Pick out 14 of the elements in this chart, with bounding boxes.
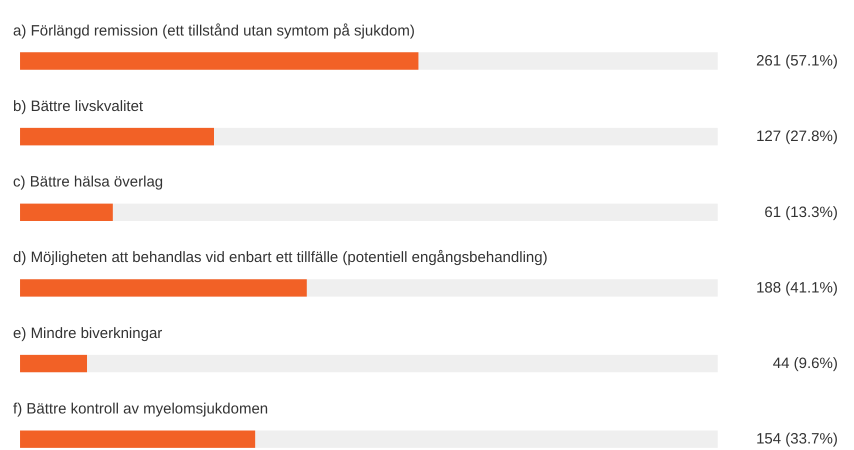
- y-tick-label: d) Möjligheten att behandlas vid enbart ett tillfälle (potentiell engångsbehandling): [13, 249, 548, 266]
- y-tick-label: b) Bättre livskvalitet: [13, 98, 144, 115]
- data-label: 188 (41.1%): [756, 279, 838, 296]
- data-label: 261 (57.1%): [756, 52, 838, 70]
- y-tick-label: c) Bättre hälsa överlag: [13, 174, 164, 191]
- y-tick-label: a) Förlängd remission (ett tillstånd utan symtom på sjukdom): [13, 22, 415, 40]
- bar: [20, 204, 113, 221]
- data-label: 127 (27.8%): [756, 128, 838, 146]
- data-label: 44 (9.6%): [772, 355, 838, 372]
- data-label: 61 (13.3%): [764, 204, 838, 221]
- y-tick-label: f) Bättre kontroll av myelomsjukdomen: [13, 400, 268, 418]
- y-tick-label: e) Mindre biverkningar: [13, 324, 162, 342]
- data-label: 154 (33.7%): [756, 430, 838, 448]
- bar: [20, 354, 88, 372]
